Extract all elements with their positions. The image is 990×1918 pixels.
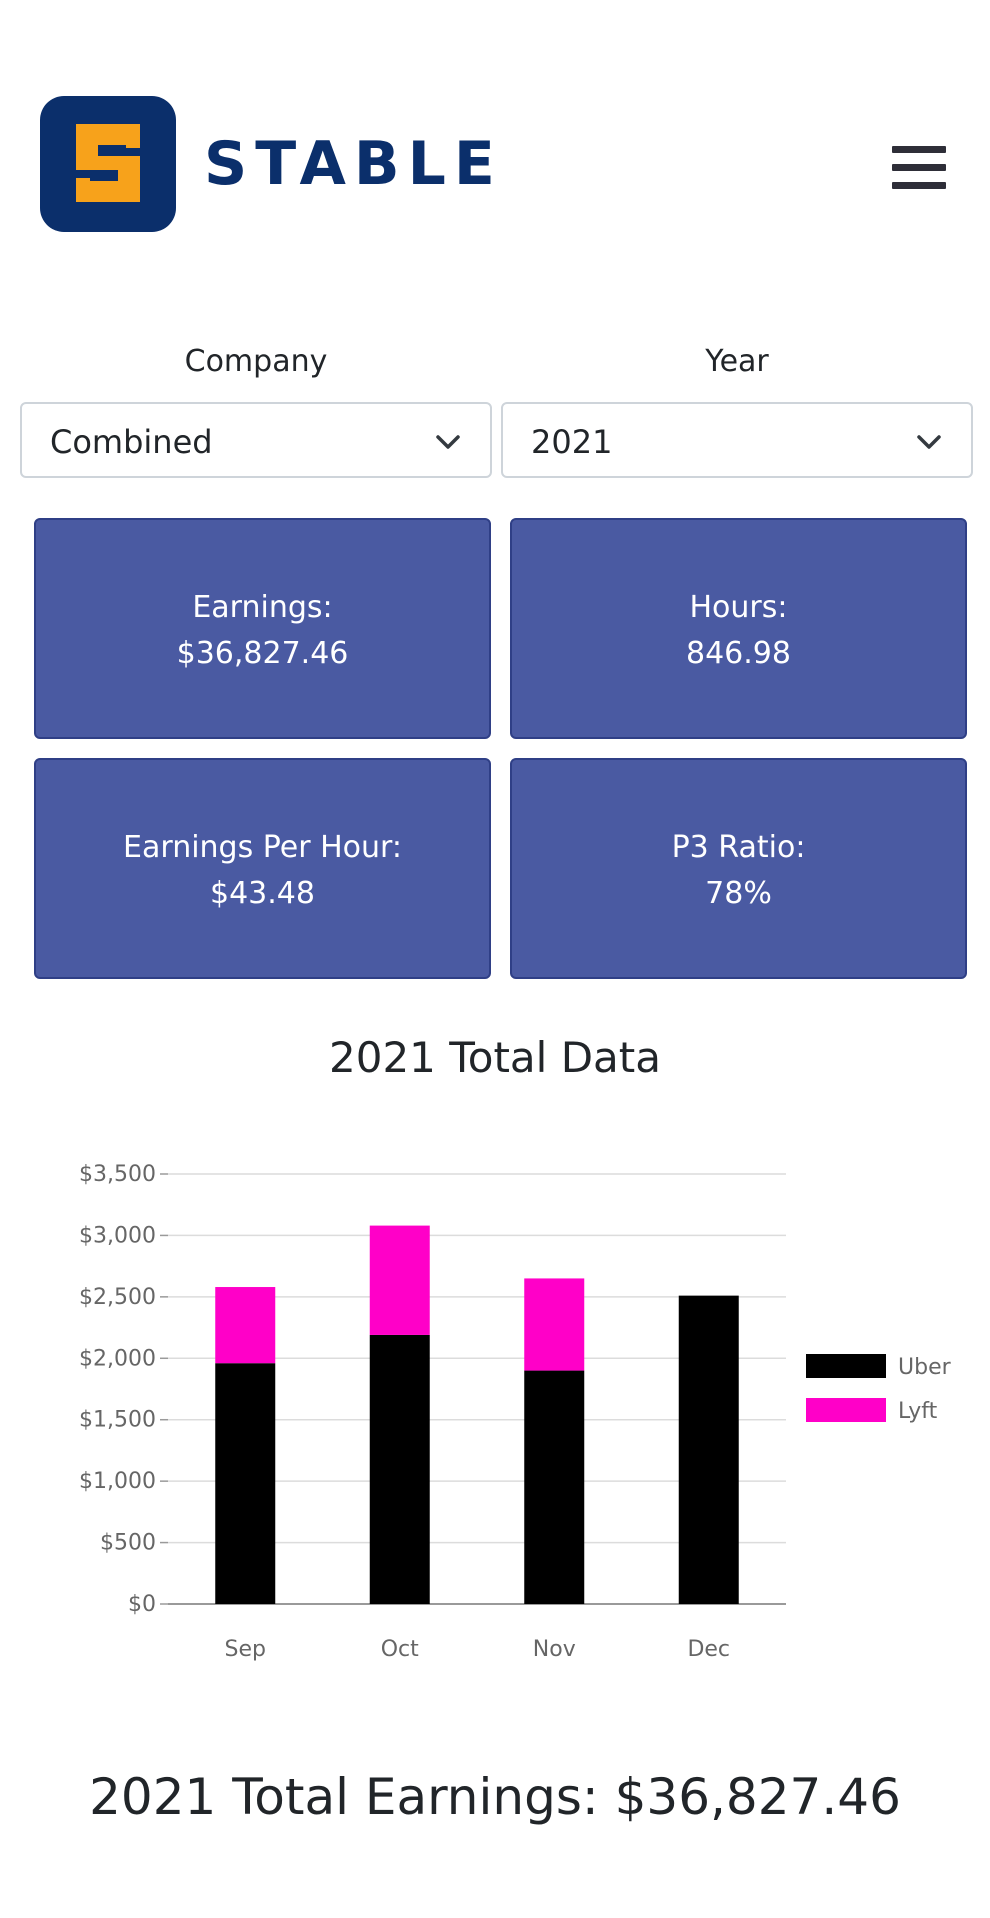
p3-ratio-label: P3 Ratio:	[671, 830, 806, 865]
company-filter: Company Combined	[20, 340, 492, 478]
company-select-value: Combined	[50, 423, 213, 461]
legend-swatch-uber	[806, 1354, 886, 1378]
company-select[interactable]: Combined	[20, 402, 492, 478]
chevron-down-icon	[917, 435, 941, 449]
y-tick-label: $1,500	[79, 1408, 156, 1433]
chevron-down-icon	[436, 435, 460, 449]
year-label: Year	[705, 344, 769, 379]
bar-uber-nov	[524, 1370, 585, 1604]
stacked-bar-chart: $0 $500 $1,000 $1,500 $2,000 $2,500 $3,000 $3,5…	[79, 1162, 952, 1662]
legend-swatch-lyft	[806, 1398, 886, 1422]
brand-name: STABLE	[204, 129, 503, 199]
earnings-value: $36,827.46	[176, 636, 349, 671]
y-tick-label: $500	[100, 1531, 156, 1556]
total-earnings: 2021 Total Earnings: $36,827.46	[89, 1768, 901, 1826]
p3-ratio-value: 78%	[705, 876, 772, 911]
app-header: STABLE	[0, 0, 990, 260]
earnings-per-hour-value: $43.48	[210, 876, 315, 911]
chart-title: 2021 Total Data	[329, 1033, 661, 1082]
bar-uber-dec	[678, 1295, 739, 1604]
year-select-value: 2021	[531, 423, 613, 461]
hours-value: 846.98	[686, 636, 791, 671]
bar-lyft-sep	[215, 1287, 276, 1364]
bar-lyft-nov	[524, 1278, 585, 1371]
bar-uber-sep	[215, 1363, 276, 1604]
company-label: Company	[184, 344, 328, 379]
earnings-per-hour-label: Earnings Per Hour:	[123, 830, 402, 865]
x-tick-label: Nov	[533, 1637, 576, 1662]
earnings-per-hour-card: Earnings Per Hour: $43.48	[34, 758, 491, 979]
year-select[interactable]: 2021	[501, 402, 973, 478]
hours-label: Hours:	[689, 590, 788, 625]
y-tick-label: $0	[128, 1592, 156, 1617]
p3-ratio-card: P3 Ratio: 78%	[510, 758, 967, 979]
y-tick-label: $2,000	[79, 1346, 156, 1371]
y-tick-label: $1,000	[79, 1469, 156, 1494]
y-tick-label: $3,000	[79, 1223, 156, 1248]
y-tick-label: $2,500	[79, 1285, 156, 1310]
hours-card: Hours: 846.98	[510, 518, 967, 739]
x-tick-label: Sep	[225, 1637, 266, 1662]
bar-uber-oct	[369, 1334, 430, 1604]
earnings-label: Earnings:	[192, 590, 333, 625]
x-tick-label: Oct	[381, 1637, 419, 1662]
x-tick-label: Dec	[687, 1637, 730, 1662]
legend-label-uber: Uber	[898, 1355, 952, 1380]
year-filter: Year 2021	[501, 340, 973, 478]
earnings-card: Earnings: $36,827.46	[34, 518, 491, 739]
legend-label-lyft: Lyft	[898, 1399, 938, 1424]
bar-lyft-oct	[369, 1225, 430, 1335]
y-tick-label: $3,500	[79, 1162, 156, 1187]
hamburger-menu-icon[interactable]	[892, 146, 946, 190]
stable-logo-icon[interactable]	[40, 96, 176, 232]
